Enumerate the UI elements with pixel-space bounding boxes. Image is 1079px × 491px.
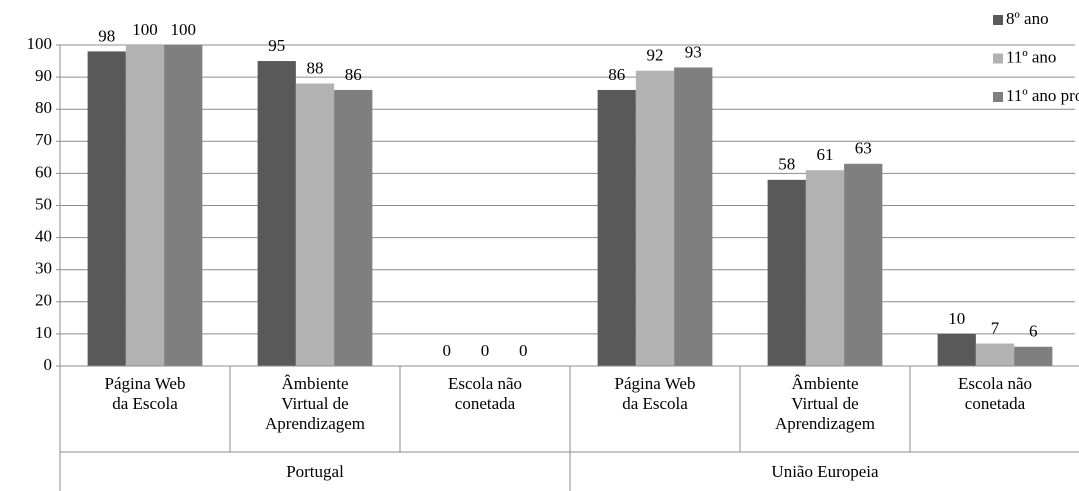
x-tick-label: Escola não conetada <box>447 374 523 413</box>
data-label: 58 <box>778 155 795 174</box>
bar <box>844 163 883 366</box>
group-label: União Europeia <box>771 462 879 481</box>
y-tick-label: 30 <box>35 259 52 278</box>
data-label: 0 <box>519 341 528 360</box>
y-tick-label: 70 <box>35 130 52 149</box>
data-label: 61 <box>817 145 834 164</box>
data-label: 100 <box>132 20 158 39</box>
bar <box>257 61 296 367</box>
y-tick-label: 0 <box>44 355 53 374</box>
y-tick-label: 100 <box>27 34 53 53</box>
bar <box>125 45 165 366</box>
bar <box>597 89 636 366</box>
legend-label: 11º ano profis <box>1006 86 1079 105</box>
legend-label: 11º ano <box>1006 47 1056 66</box>
y-tick-label: 60 <box>35 162 52 181</box>
bar <box>805 170 845 366</box>
group-label: Portugal <box>286 462 344 481</box>
data-label: 7 <box>991 318 1000 337</box>
bar <box>295 83 335 367</box>
data-label: 86 <box>345 65 362 84</box>
bar <box>674 67 713 366</box>
x-tick-label: Escola não conetada <box>957 374 1033 413</box>
bar <box>975 343 1015 366</box>
x-tick-label: Âmbiente Virtual de Aprendizagem <box>264 374 366 433</box>
y-tick-label: 90 <box>35 66 52 85</box>
legend-swatch <box>993 15 1003 25</box>
legend-swatch <box>993 53 1003 64</box>
bar <box>334 89 373 366</box>
data-label: 63 <box>855 139 872 158</box>
data-label: 0 <box>481 341 490 360</box>
y-tick-label: 50 <box>35 194 52 213</box>
y-tick-label: 10 <box>35 323 52 342</box>
data-label: 98 <box>98 26 115 45</box>
x-tick-label: Âmbiente Virtual de Aprendizagem <box>774 374 876 433</box>
y-tick-label: 80 <box>35 98 52 117</box>
x-tick-label: Página Web da Escola <box>614 374 696 413</box>
data-label: 95 <box>268 36 285 55</box>
legend-swatch <box>993 92 1003 102</box>
bar <box>1014 346 1053 366</box>
data-label: 88 <box>307 58 324 77</box>
bar <box>937 333 976 366</box>
data-label: 93 <box>685 42 702 61</box>
y-tick-label: 40 <box>35 227 52 246</box>
y-tick-label: 20 <box>35 291 52 310</box>
data-label: 92 <box>647 46 664 65</box>
data-label: 100 <box>171 20 197 39</box>
legend-label: 8º ano <box>1006 9 1049 28</box>
data-label: 10 <box>948 309 965 328</box>
bar <box>164 45 203 366</box>
x-tick-label: Página Web da Escola <box>104 374 186 413</box>
data-label: 0 <box>443 341 452 360</box>
data-label: 86 <box>608 65 625 84</box>
bar <box>767 179 806 366</box>
bar <box>87 51 126 367</box>
data-label: 6 <box>1029 322 1038 341</box>
bar <box>635 70 675 367</box>
